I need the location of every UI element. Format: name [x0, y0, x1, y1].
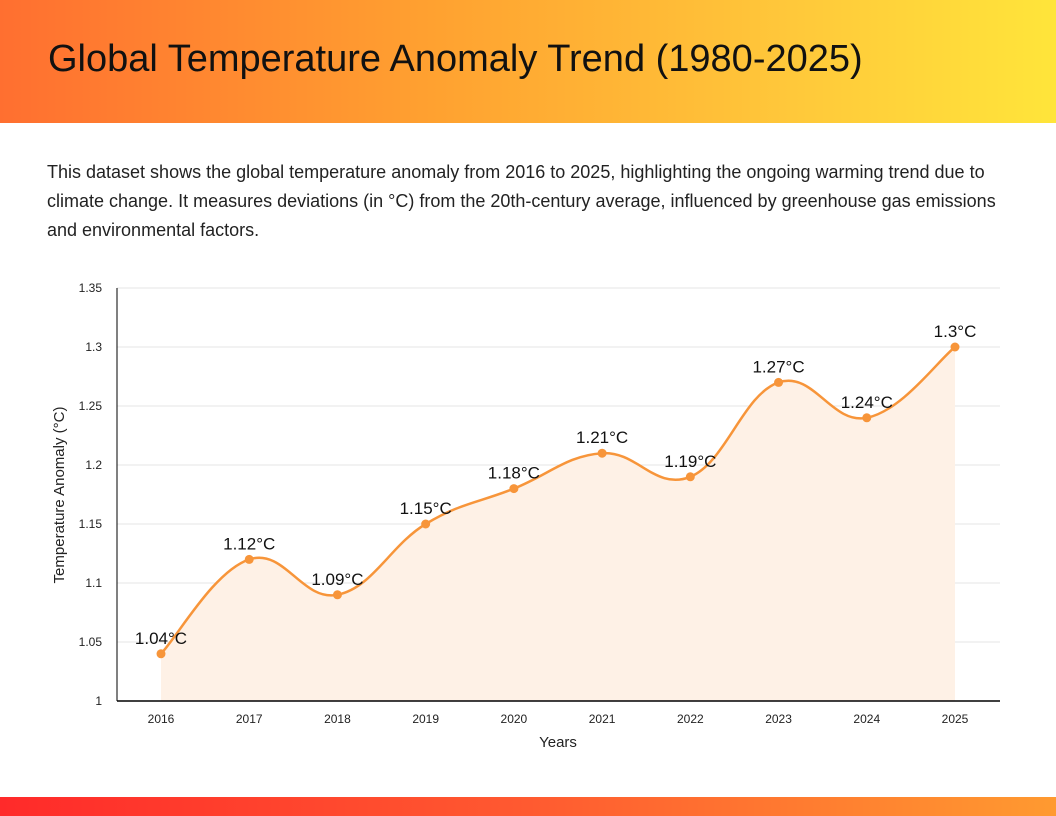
x-axis-title: Years	[539, 734, 577, 751]
data-point[interactable]	[244, 554, 254, 564]
data-label: 1.18°C	[488, 464, 540, 483]
data-point[interactable]	[597, 448, 607, 458]
data-point[interactable]	[685, 472, 695, 482]
x-tick-label: 2019	[412, 712, 439, 726]
x-tick-label: 2024	[853, 712, 880, 726]
header-banner: Global Temperature Anomaly Trend (1980-2…	[0, 0, 1056, 123]
y-tick-label: 1	[95, 694, 102, 708]
y-tick-label: 1.3	[85, 340, 102, 354]
data-label: 1.15°C	[400, 499, 452, 518]
series-line	[160, 346, 956, 655]
page-title: Global Temperature Anomaly Trend (1980-2…	[48, 38, 863, 80]
data-label: 1.3°C	[934, 322, 977, 341]
data-point[interactable]	[156, 649, 166, 659]
data-point[interactable]	[421, 519, 431, 529]
data-label: 1.19°C	[664, 452, 716, 471]
y-tick-label: 1.15	[79, 517, 103, 531]
x-tick-label: 2023	[765, 712, 792, 726]
y-tick-label: 1.1	[85, 576, 102, 590]
x-tick-label: 2017	[236, 712, 263, 726]
y-tick-label: 1.05	[79, 635, 103, 649]
description: This dataset shows the global temperatur…	[47, 162, 996, 240]
data-point[interactable]	[509, 484, 519, 494]
data-label: 1.27°C	[752, 357, 804, 376]
data-label: 1.24°C	[841, 393, 893, 412]
data-point[interactable]	[774, 377, 784, 387]
y-axis-title: Temperature Anomaly (°C)	[51, 407, 68, 584]
data-point[interactable]	[332, 590, 342, 600]
x-tick-label: 2025	[942, 712, 969, 726]
data-label: 1.09°C	[311, 570, 363, 589]
x-tick-label: 2020	[501, 712, 528, 726]
data-label: 1.21°C	[576, 428, 628, 447]
data-point[interactable]	[862, 413, 872, 423]
data-label: 1.04°C	[135, 629, 187, 648]
y-tick-label: 1.35	[79, 281, 103, 295]
x-tick-label: 2016	[148, 712, 175, 726]
area-fill	[161, 347, 955, 701]
x-tick-label: 2018	[324, 712, 351, 726]
y-tick-label: 1.25	[79, 399, 103, 413]
footer-bar	[0, 797, 1056, 816]
x-tick-label: 2021	[589, 712, 616, 726]
data-label: 1.12°C	[223, 534, 275, 553]
x-tick-label: 2022	[677, 712, 704, 726]
y-tick-label: 1.2	[85, 458, 102, 472]
data-point[interactable]	[950, 342, 960, 352]
